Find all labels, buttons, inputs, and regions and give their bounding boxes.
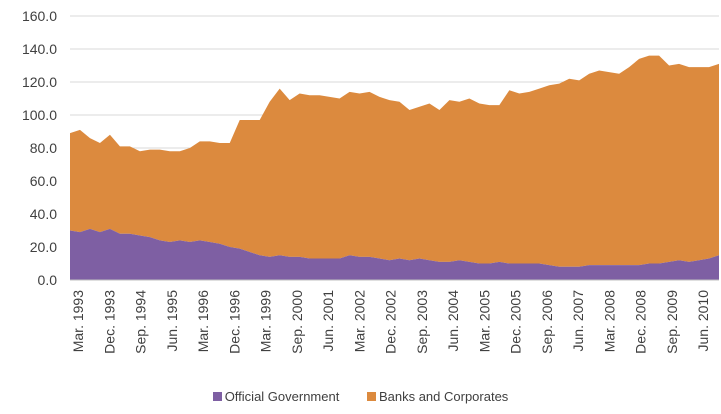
y-tick-label: 120.0 [22, 74, 57, 90]
x-tick-label: Mar. 1999 [258, 290, 274, 352]
area-series [70, 55, 719, 280]
y-tick-label: 0.0 [38, 272, 58, 288]
legend: Official Government Banks and Corporates [0, 389, 721, 404]
x-tick-label: Dec. 1993 [101, 290, 117, 354]
legend-swatch-official-government [212, 392, 222, 401]
x-tick-label: Jun. 2010 [695, 290, 711, 352]
x-tick-label: Jun. 2007 [570, 290, 586, 352]
area-banks-and-corporates [70, 55, 719, 267]
x-tick-label: Sep. 2000 [289, 290, 305, 354]
area-official-government [70, 228, 719, 280]
legend-item-official-government: Official Government [212, 389, 340, 404]
legend-swatch-banks-and-corporates [366, 392, 376, 401]
x-tick-label: Jun. 1995 [164, 290, 180, 352]
y-tick-label: 100.0 [22, 107, 57, 123]
legend-label-official-government: Official Government [224, 389, 340, 404]
x-tick-label: Dec. 2005 [508, 290, 524, 354]
x-tick-label: Sep. 2009 [664, 290, 680, 354]
y-tick-label: 40.0 [30, 206, 57, 222]
x-tick-label: Mar. 1993 [70, 290, 86, 352]
x-tick-label: Mar. 2008 [601, 290, 617, 352]
x-tick-label: Mar. 1996 [195, 290, 211, 352]
y-axis: 0.0 20.0 40.0 60.0 80.0 100.0 120.0 140.0 160.0 [22, 8, 57, 288]
y-tick-label: 80.0 [30, 140, 57, 156]
x-tick-label: Sep. 1994 [133, 290, 149, 354]
x-tick-label: Mar. 2002 [351, 290, 367, 352]
legend-label-banks-and-corporates: Banks and Corporates [378, 389, 509, 404]
y-tick-label: 140.0 [22, 41, 57, 57]
legend-item-banks-and-corporates: Banks and Corporates [366, 389, 509, 404]
x-tick-label: Sep. 2006 [539, 290, 555, 354]
x-tick-label: Mar. 2005 [476, 290, 492, 352]
x-tick-label: Dec. 1996 [226, 290, 242, 354]
x-tick-label: Sep. 2003 [414, 290, 430, 354]
x-tick-label: Dec. 2008 [633, 290, 649, 354]
x-axis: Mar. 1993 Dec. 1993 Sep. 1994 Jun. 1995 Mar.… [70, 279, 719, 354]
y-tick-label: 20.0 [30, 239, 57, 255]
x-tick-label: Dec. 2002 [383, 290, 399, 354]
x-tick-label: Jun. 2004 [445, 290, 461, 352]
y-tick-label: 60.0 [30, 173, 57, 189]
y-tick-label: 160.0 [22, 8, 57, 24]
x-tick-label: Jun. 2001 [320, 290, 336, 352]
